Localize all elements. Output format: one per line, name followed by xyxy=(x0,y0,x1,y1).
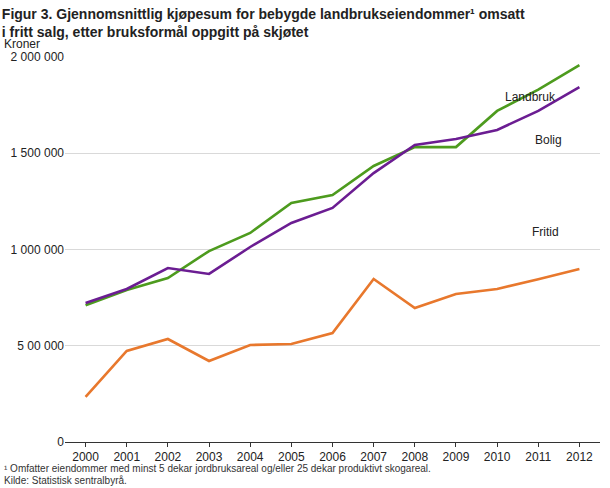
svg-text:Fritid: Fritid xyxy=(532,225,559,239)
svg-text:2004: 2004 xyxy=(237,450,264,464)
svg-text:1 000 000: 1 000 000 xyxy=(11,243,65,257)
svg-text:2009: 2009 xyxy=(443,450,470,464)
svg-text:2005: 2005 xyxy=(278,450,305,464)
svg-text:2008: 2008 xyxy=(401,450,428,464)
svg-text:1 500 000: 1 500 000 xyxy=(11,146,65,160)
svg-text:2007: 2007 xyxy=(360,450,387,464)
svg-text:2012: 2012 xyxy=(566,450,593,464)
svg-text:5 00 000: 5 00 000 xyxy=(17,339,64,353)
svg-text:¹ Omfatter eiendommer med mins: ¹ Omfatter eiendommer med minst 5 dekar … xyxy=(4,463,431,474)
svg-text:Kroner: Kroner xyxy=(4,37,40,51)
svg-text:2010: 2010 xyxy=(484,450,511,464)
svg-text:2006: 2006 xyxy=(319,450,346,464)
svg-text:Landbruk: Landbruk xyxy=(505,90,556,104)
svg-text:Bolig: Bolig xyxy=(535,133,562,147)
svg-text:2011: 2011 xyxy=(525,450,551,464)
svg-text:2003: 2003 xyxy=(196,450,223,464)
svg-text:Kilde: Statistisk sentralbyrå.: Kilde: Statistisk sentralbyrå. xyxy=(4,475,127,486)
svg-text:2000: 2000 xyxy=(72,450,99,464)
svg-text:2002: 2002 xyxy=(155,450,182,464)
svg-text:Figur 3. Gjennomsnittlig kjøpe: Figur 3. Gjennomsnittlig kjøpesum for be… xyxy=(2,6,525,40)
svg-text:2001: 2001 xyxy=(113,450,140,464)
svg-text:0: 0 xyxy=(57,435,64,449)
svg-text:2 000 000: 2 000 000 xyxy=(11,50,65,64)
